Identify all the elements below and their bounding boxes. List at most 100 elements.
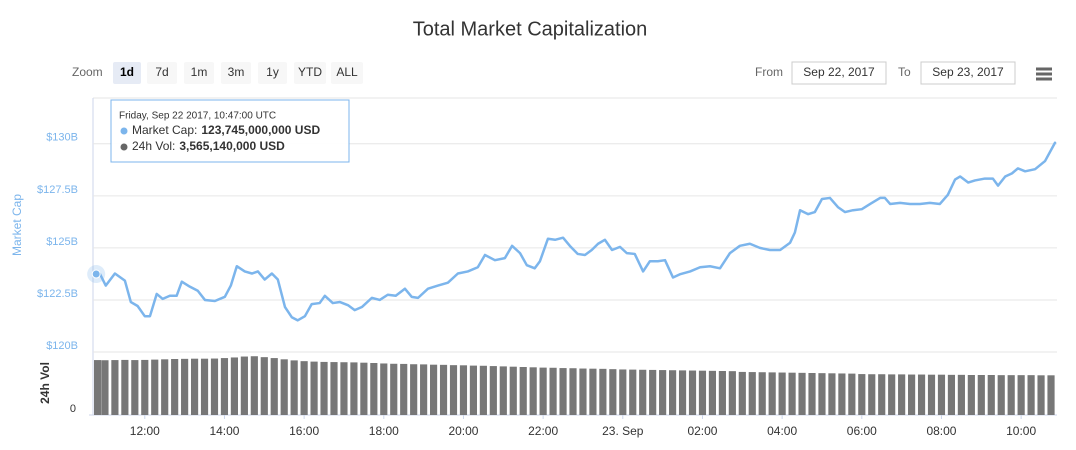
volume-bar — [230, 357, 238, 415]
volume-bar — [151, 359, 159, 415]
volume-bar — [649, 369, 657, 415]
volume-bar — [589, 368, 597, 415]
zoom-button-label[interactable]: 1y — [266, 65, 279, 79]
tooltip-value: 3,565,140,000 USD — [179, 139, 285, 153]
volume-bar — [131, 360, 139, 415]
y2-axis-label: 24h Vol — [38, 362, 52, 404]
volume-bar — [459, 365, 468, 415]
zoom-button-label[interactable]: 7d — [155, 65, 168, 79]
volume-bar — [678, 370, 687, 415]
volume-bar — [828, 373, 836, 415]
volume-bar — [350, 362, 358, 415]
volume-bar — [280, 359, 288, 415]
zoom-button[interactable]: 1d — [113, 62, 141, 84]
zoom-button-label[interactable]: 1m — [191, 65, 208, 79]
to-input-box[interactable] — [920, 61, 1016, 85]
volume-bar — [908, 374, 916, 415]
zoom-button-bg[interactable] — [331, 62, 363, 84]
zoom-button[interactable]: YTD — [294, 62, 326, 84]
to-input[interactable]: Sep 23, 2017 — [920, 61, 1016, 85]
zoom-button-label[interactable]: 1d — [120, 65, 134, 79]
tooltip-bullet — [120, 143, 128, 151]
volume-bar — [499, 366, 507, 415]
volume-bar — [390, 363, 398, 415]
zoom-button[interactable]: ALL — [331, 62, 363, 84]
volume-bar — [400, 363, 408, 415]
x-tick-label: 23. Sep — [602, 424, 644, 438]
tooltip-label: 24h Vol: — [132, 139, 175, 153]
menu-button[interactable] — [1030, 63, 1058, 85]
y-tick-label: $130B — [46, 132, 78, 144]
to-label: To — [898, 65, 911, 79]
volume-bar — [579, 368, 587, 415]
x-tick-label: 08:00 — [926, 424, 956, 438]
zoom-button-label[interactable]: YTD — [298, 65, 322, 79]
zoom-button-label[interactable]: ALL — [336, 65, 358, 79]
volume-bar — [609, 369, 617, 415]
volume-bar — [469, 365, 478, 415]
y-axis-label: Market Cap — [10, 194, 24, 256]
volume-bar — [181, 358, 189, 415]
zoom-button-bg[interactable] — [147, 62, 177, 84]
volume-bar — [220, 358, 229, 415]
volume-bar — [778, 372, 786, 415]
volume-bar — [330, 362, 338, 415]
zoom-button-label[interactable]: 3m — [228, 65, 245, 79]
volume-bar — [718, 371, 726, 415]
volume-bar — [539, 367, 547, 415]
volume-bar — [429, 364, 438, 415]
volume-bar — [300, 361, 308, 415]
volume-bar — [141, 359, 149, 415]
from-input[interactable]: Sep 22, 2017 — [791, 61, 887, 85]
tooltip: Friday, Sep 22 2017, 10:47:00 UTC Market… — [110, 99, 350, 163]
volume-bar — [659, 370, 667, 415]
ui-layer: Zoom From Sep 22, 2017 To Sep 23, 2017 M… — [10, 61, 1058, 438]
volume-bar — [898, 374, 906, 415]
volume-bar — [1047, 375, 1055, 415]
y-tick-label: $127.5B — [37, 184, 78, 196]
from-date[interactable]: Sep 22, 2017 — [803, 65, 875, 79]
zoom-button-bg[interactable] — [113, 62, 141, 84]
tooltip-row: Market Cap: 123,745,000,000 USD — [132, 123, 320, 137]
volume-bar — [798, 372, 806, 415]
zoom-button-bg[interactable] — [294, 62, 326, 84]
from-input-box[interactable] — [791, 61, 887, 85]
volume-bar — [688, 370, 697, 415]
to-date[interactable]: Sep 23, 2017 — [932, 65, 1004, 79]
y-tick-label: $125B — [46, 236, 78, 248]
volume-bar — [947, 374, 956, 415]
volume-bar — [967, 375, 975, 415]
volume-bar — [370, 363, 378, 415]
y2-tick-label: 0 — [70, 403, 76, 415]
volume-bar — [738, 371, 746, 415]
from-label: From — [755, 65, 783, 79]
zoom-button[interactable]: 1m — [184, 62, 214, 84]
volume-bar — [1017, 375, 1025, 415]
zoom-button[interactable]: 7d — [147, 62, 177, 84]
volume-bar — [111, 360, 119, 415]
x-tick-label: 10:00 — [1006, 424, 1036, 438]
zoom-button-bg[interactable] — [258, 62, 287, 84]
volume-bar — [639, 369, 647, 415]
volume-bar — [848, 373, 856, 415]
zoom-button[interactable]: 1y — [258, 62, 287, 84]
volume-bar — [728, 371, 736, 415]
zoom-button-bg[interactable] — [221, 62, 251, 84]
chart-title: Total Market Capitalization — [413, 18, 648, 40]
volume-bar — [250, 356, 258, 415]
volume-bar — [937, 374, 946, 415]
volume-bar — [997, 375, 1005, 415]
volume-bar — [171, 359, 179, 415]
volume-bar — [439, 364, 448, 415]
zoom-button[interactable]: 3m — [221, 62, 251, 84]
volume-bar — [200, 358, 209, 415]
volume-bar — [758, 372, 766, 415]
volume-bar — [629, 369, 637, 415]
volume-bar — [569, 368, 577, 415]
tooltip-label: Market Cap: — [132, 123, 197, 137]
zoom-button-bg[interactable] — [184, 62, 214, 84]
volume-bar — [559, 368, 567, 415]
x-tick-label: 04:00 — [767, 424, 797, 438]
x-tick-label: 16:00 — [289, 424, 319, 438]
